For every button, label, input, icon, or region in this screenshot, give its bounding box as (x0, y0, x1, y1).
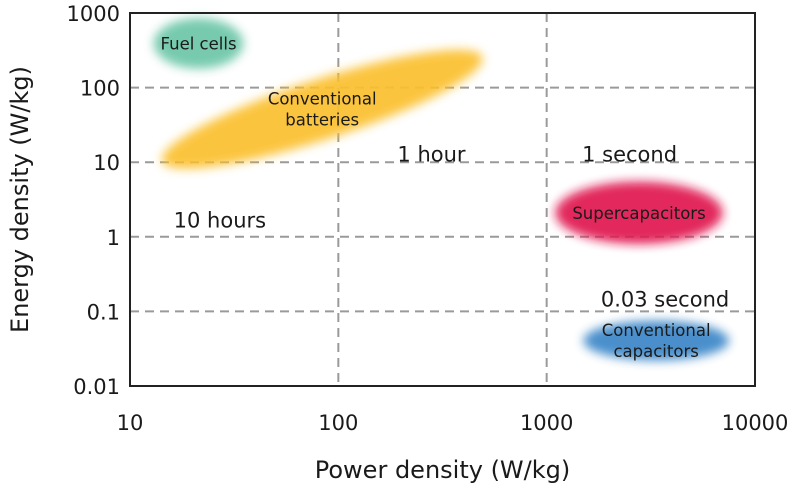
region-label-fuel-cells: Fuel cells (161, 34, 237, 53)
annotation-label: 10 hours (174, 209, 266, 233)
y-tick-label: 0.01 (73, 375, 120, 399)
annotation-label: 0.03 second (601, 287, 729, 311)
annotations: 1 hour 1 second 10 hours 0.03 second (174, 143, 730, 312)
y-tick-label: 1000 (67, 2, 120, 26)
region-supercapacitors (555, 181, 723, 245)
region-labels: Fuel cells Conventional batteries Supercapa… (161, 34, 711, 361)
region-conventional-batteries (161, 49, 483, 169)
region-label-conventional-capacitors: Conventional (602, 321, 711, 340)
annotation-label: 1 hour (397, 143, 466, 167)
x-tick-label: 10 (117, 411, 144, 435)
region-label-conventional-batteries: Conventional (268, 90, 377, 109)
region-fuel-cells (153, 18, 244, 69)
region-label-conventional-capacitors: capacitors (613, 342, 698, 361)
region-conventional-capacitors (583, 320, 729, 361)
x-tick-label: 10000 (722, 411, 789, 435)
region-label-conventional-batteries: batteries (285, 111, 359, 130)
region-label-supercapacitors: Supercapacitors (572, 204, 705, 223)
tick-labels: 10 100 1000 10000 0.01 0.1 1 10 100 1000 (67, 2, 789, 435)
x-tick-label: 100 (318, 411, 358, 435)
annotation-label: 1 second (582, 143, 677, 167)
y-tick-label: 10 (93, 151, 120, 175)
y-tick-label: 1 (107, 226, 120, 250)
plot-frame (129, 12, 756, 387)
regions (153, 18, 729, 361)
y-tick-label: 100 (80, 77, 120, 101)
x-tick-label: 1000 (520, 411, 573, 435)
x-axis-title: Power density (W/kg) (315, 456, 571, 484)
y-axis-title: Energy density (W/kg) (6, 66, 34, 333)
y-tick-label: 0.1 (87, 300, 120, 324)
